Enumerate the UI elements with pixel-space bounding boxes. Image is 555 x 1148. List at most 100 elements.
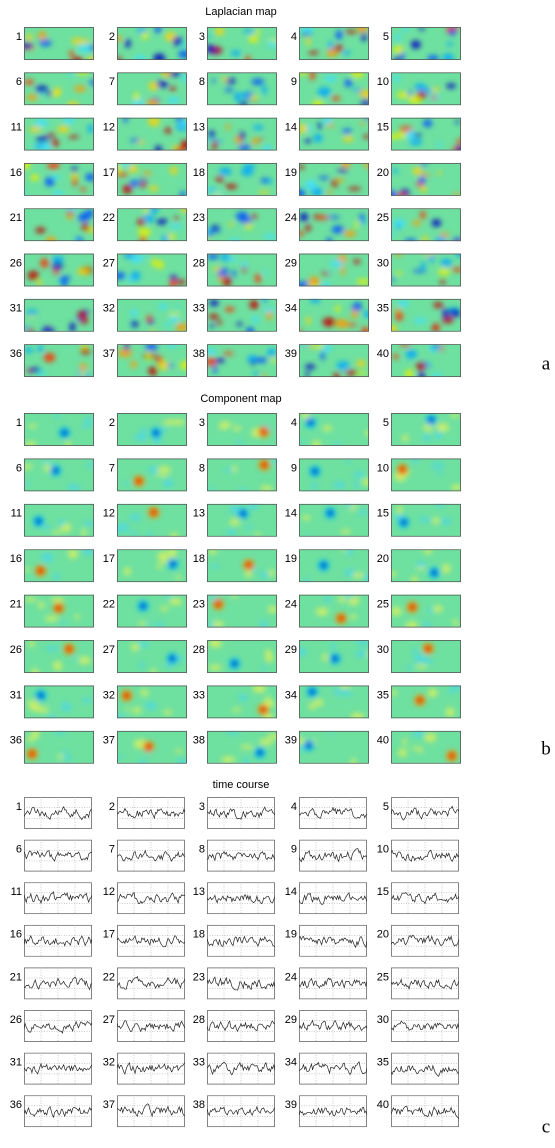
blob	[254, 357, 267, 362]
blob	[420, 211, 426, 219]
blob	[157, 564, 161, 570]
blob	[321, 562, 327, 568]
blob	[147, 315, 152, 322]
map-image	[389, 208, 462, 245]
blob	[414, 318, 427, 323]
blob	[309, 689, 315, 695]
blob	[145, 702, 156, 710]
blob	[148, 366, 157, 375]
blob	[31, 144, 36, 148]
blob	[419, 176, 426, 185]
blob	[402, 435, 409, 442]
blob	[131, 361, 137, 368]
blob	[327, 271, 332, 275]
blob	[260, 620, 267, 629]
time-course-plot	[391, 967, 459, 999]
map-image	[24, 344, 94, 379]
blob	[167, 97, 180, 103]
blob	[258, 138, 263, 142]
map-image	[391, 72, 461, 105]
blob	[53, 661, 62, 671]
blob	[178, 50, 190, 58]
blob	[321, 282, 331, 287]
blob	[26, 34, 32, 42]
map-image	[298, 208, 369, 244]
blob	[259, 739, 273, 745]
blob	[128, 165, 137, 173]
blob	[351, 310, 358, 318]
blob	[156, 474, 169, 477]
blob	[263, 234, 277, 239]
time-course-plot	[117, 1095, 185, 1127]
blob	[169, 656, 175, 662]
time-course-plot	[117, 967, 185, 999]
blob	[248, 501, 258, 510]
map-image	[207, 458, 280, 493]
tile-number: 22	[103, 599, 115, 611]
blob	[337, 361, 350, 370]
tile-number: 6	[16, 462, 22, 474]
blob	[395, 311, 402, 321]
time-course-plot	[299, 797, 367, 829]
time-course-plot	[117, 1010, 185, 1042]
tile-number: 38	[193, 735, 205, 747]
blob	[396, 224, 400, 230]
blob	[115, 164, 122, 172]
blob	[433, 302, 443, 308]
tile-number: 13	[193, 122, 205, 134]
tile-number: 12	[103, 886, 115, 898]
blob	[163, 710, 172, 715]
blob	[412, 576, 418, 585]
map-image	[24, 595, 94, 628]
map-background	[299, 504, 369, 537]
blob	[441, 518, 451, 525]
blob	[73, 178, 78, 187]
tile-number: 4	[291, 31, 297, 43]
tile-number: 15	[377, 508, 389, 520]
tile-number: 6	[16, 844, 22, 856]
map-image	[207, 549, 277, 583]
blob	[158, 303, 168, 309]
blob	[227, 730, 241, 735]
blob	[257, 750, 263, 756]
map-image	[207, 730, 281, 767]
tile-number: 35	[377, 1057, 389, 1069]
blob	[140, 428, 148, 432]
blob	[405, 621, 418, 629]
blob	[250, 95, 259, 102]
time-course-plot	[24, 1010, 92, 1042]
tile-number: 22	[103, 971, 115, 983]
time-course-plot	[207, 967, 275, 999]
map-image	[117, 341, 193, 377]
map-image	[110, 504, 187, 540]
blob	[124, 567, 131, 575]
blob	[360, 90, 373, 98]
blob	[138, 140, 145, 144]
blob	[85, 173, 96, 181]
tile-number: 33	[193, 303, 205, 315]
map-image	[24, 730, 94, 764]
tile-number: 38	[193, 348, 205, 360]
blob	[449, 753, 455, 759]
blob	[221, 756, 235, 763]
blob	[52, 256, 64, 263]
blob	[360, 122, 365, 125]
blob	[175, 576, 181, 580]
time-course-plot	[299, 840, 367, 872]
map-image	[391, 729, 461, 764]
blob	[156, 356, 162, 364]
blob	[242, 92, 251, 97]
time-course-plot	[391, 1095, 459, 1127]
tile-number: 13	[193, 886, 205, 898]
blob	[244, 757, 249, 767]
tile-number: 20	[377, 929, 389, 941]
map-background	[24, 27, 94, 60]
blob	[312, 468, 318, 474]
blob	[418, 372, 426, 379]
blob	[240, 745, 253, 749]
map-image	[391, 413, 461, 446]
tile-number: 1	[16, 417, 22, 429]
map-image	[117, 299, 188, 334]
blob	[169, 315, 180, 323]
blob	[314, 699, 323, 706]
